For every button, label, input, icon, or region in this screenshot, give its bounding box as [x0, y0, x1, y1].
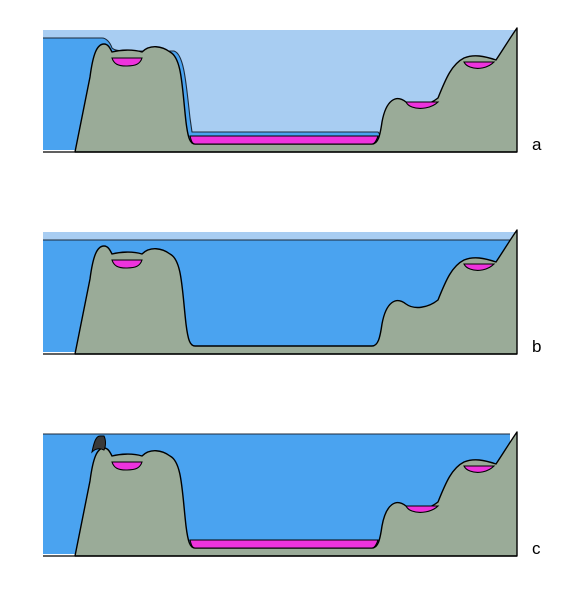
panel-a-lake-right-low	[405, 101, 440, 109]
panel-c-lake-right-high	[463, 465, 496, 473]
panel-b-label: b	[532, 337, 541, 356]
panel-c-lake-plateau	[111, 461, 143, 471]
panel-c-lake-basin	[189, 539, 379, 549]
panel-a-water-surface	[43, 37, 383, 143]
panel-c-dark-rock	[91, 435, 106, 454]
panel-c-label: c	[532, 539, 541, 558]
panel-a-label: a	[532, 135, 542, 154]
panel-a-lake-basin	[189, 135, 379, 145]
panel-b-lake-right-high	[463, 263, 496, 271]
panel-a-lake-right-high	[463, 61, 496, 69]
panel-c: c	[43, 431, 541, 558]
panel-b-light-water	[43, 232, 517, 240]
panel-b: b	[43, 229, 541, 356]
panel-a: a	[43, 27, 542, 154]
panel-a-lake-plateau	[111, 57, 143, 67]
panel-b-lake-plateau	[111, 259, 143, 269]
panel-c-lake-right-low	[405, 505, 440, 513]
